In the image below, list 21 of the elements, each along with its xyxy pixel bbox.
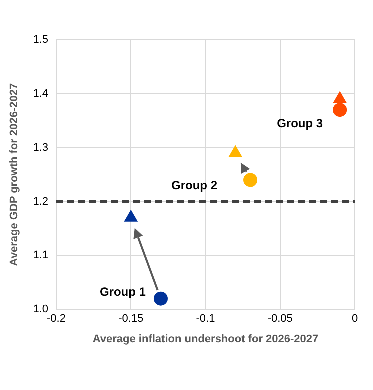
point: [124, 210, 138, 222]
x-tick-label: -0.2: [47, 313, 66, 326]
annotation: Group 1: [100, 285, 146, 300]
y-tick-label: 1.0: [33, 304, 48, 316]
x-tick-label: 0: [352, 313, 358, 326]
x-tick-label: -0.05: [268, 313, 293, 326]
y-tick-label: 1.4: [33, 88, 48, 100]
annotation: Group 3: [277, 116, 324, 130]
y-axis-title: Average GDP growth for 2026-2027: [8, 83, 21, 266]
y-tick-label: 1.1: [33, 250, 48, 262]
x-axis-title: Average inflation undershoot for 2026-2027: [92, 333, 319, 346]
y-tick-label: 1.3: [33, 142, 48, 154]
annotation: Group 2: [172, 178, 218, 193]
point: [333, 91, 348, 104]
x-tick-label: -0.15: [118, 313, 144, 326]
point: [228, 145, 243, 158]
point: [154, 292, 168, 306]
point: [244, 173, 258, 188]
y-tick-label: 1.5: [33, 34, 48, 46]
y-tick-label: 1.2: [33, 196, 48, 208]
x-tick-label: -0.1: [196, 313, 216, 326]
